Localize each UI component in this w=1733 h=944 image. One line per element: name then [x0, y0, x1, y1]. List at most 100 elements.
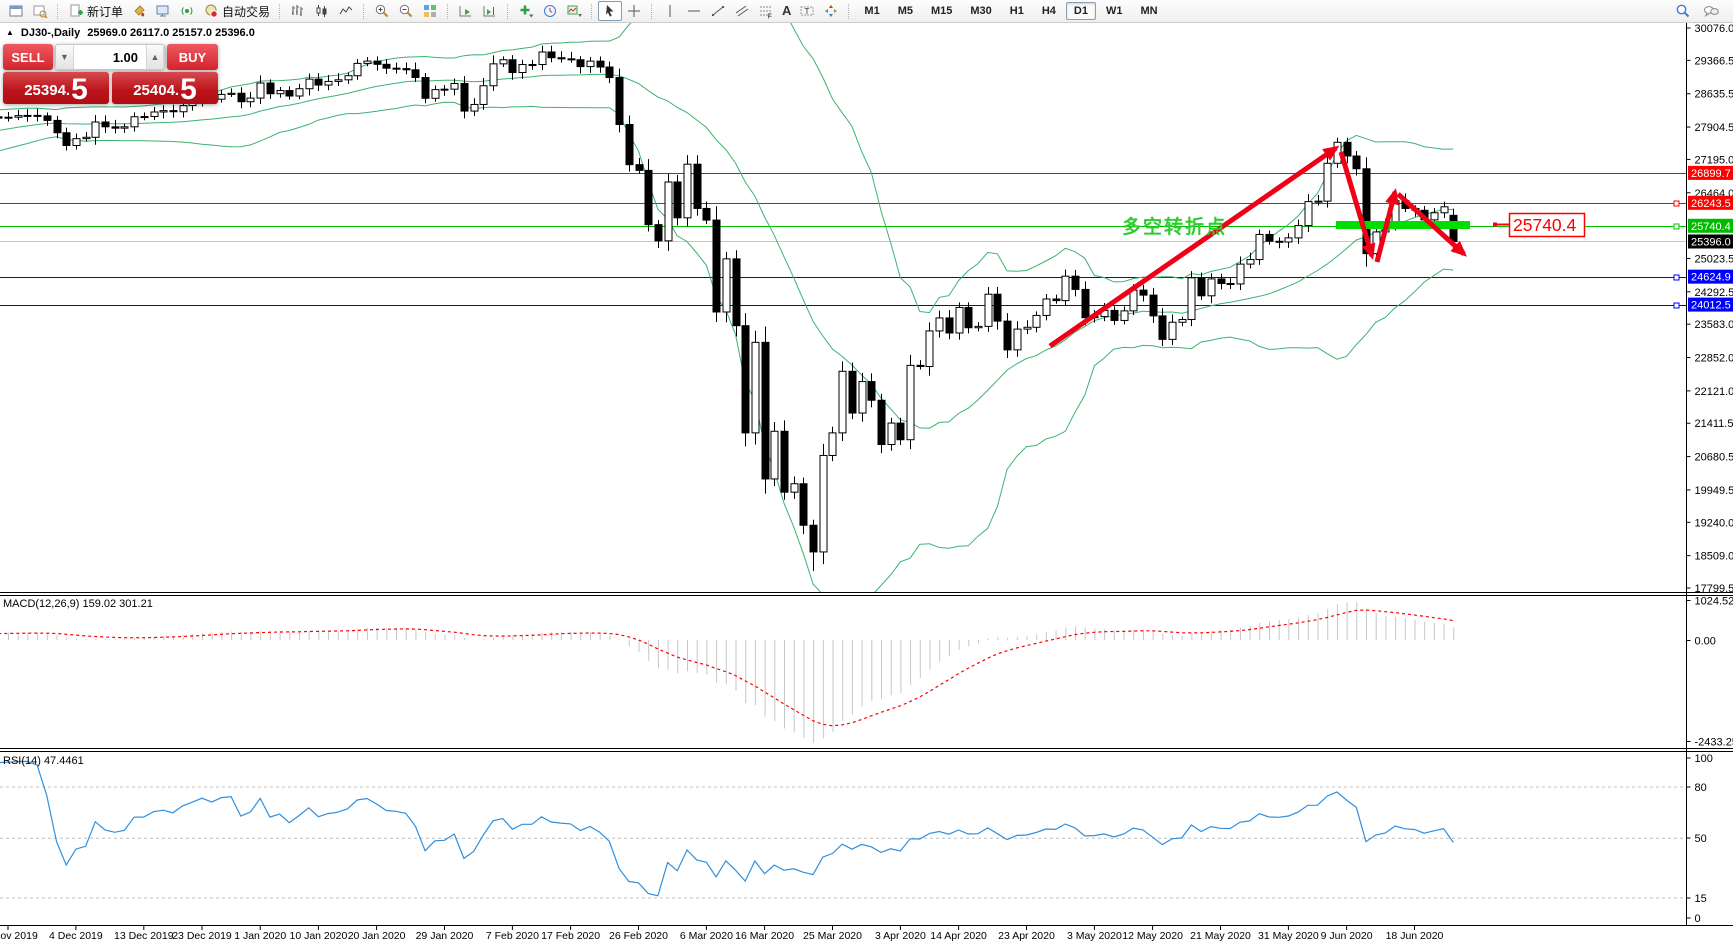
- date-label: 3 Apr 2020: [875, 930, 926, 942]
- svg-text:F: F: [768, 14, 772, 20]
- date-label: 13 Dec 2019: [114, 930, 174, 942]
- timeframe-h1-button[interactable]: H1: [1002, 2, 1032, 20]
- trend-arrow-1[interactable]: [1048, 145, 1340, 349]
- trendline-button[interactable]: [706, 1, 730, 21]
- vline-icon: [669, 5, 671, 17]
- line-chart-button[interactable]: [334, 1, 358, 21]
- axes-layer: 30076.029366.528635.527904.527195.026464…: [0, 23, 1733, 942]
- price-tick-22121.0: 22121.0: [1695, 386, 1733, 398]
- autotrading-button[interactable]: 自动交易: [199, 1, 274, 21]
- timeframe-mn-button[interactable]: MN: [1132, 2, 1165, 20]
- price-tick-19240.0: 19240.0: [1695, 517, 1733, 529]
- timeframe-m5-button[interactable]: M5: [890, 2, 921, 20]
- turning-point-note[interactable]: 多空转折点: [1122, 215, 1227, 238]
- timeframe-h4-button[interactable]: H4: [1034, 2, 1064, 20]
- new-chart-button[interactable]: [4, 1, 28, 21]
- toolbar-separator: [363, 3, 365, 19]
- toolbar-separator: [57, 3, 59, 19]
- symbol-marker-icon: ▲: [6, 28, 14, 37]
- bollinger-lower-band: [0, 101, 1454, 592]
- timeframe-w1-button[interactable]: W1: [1098, 2, 1131, 20]
- trend-arrow-4[interactable]: [1396, 192, 1467, 257]
- date-label: 6 Mar 2020: [680, 930, 733, 942]
- toolbar-separator: [848, 3, 850, 19]
- vertical-line-button[interactable]: [658, 1, 682, 21]
- tile-windows-button[interactable]: [418, 1, 442, 21]
- sell-price-display[interactable]: 25394. 5: [3, 72, 109, 105]
- signals-button[interactable]: [175, 1, 199, 21]
- rsi-layer: [0, 760, 1686, 899]
- level-marker-24012.5[interactable]: [1673, 302, 1680, 309]
- bollinger-bands-layer: [0, 23, 1454, 592]
- timeframe-d1-button[interactable]: D1: [1065, 2, 1096, 20]
- auto-scroll-button[interactable]: [454, 1, 478, 21]
- indicator-icon: [520, 5, 534, 18]
- new-order-button[interactable]: 新订单: [64, 1, 127, 21]
- price-callout-box[interactable]: [1508, 212, 1586, 238]
- bar-chart-button[interactable]: [286, 1, 310, 21]
- fibonacci-button[interactable]: F: [754, 1, 778, 21]
- zoom-out-button[interactable]: [394, 1, 418, 21]
- price-tick-23583.0: 23583.0: [1695, 319, 1733, 331]
- buy-button[interactable]: BUY: [167, 44, 218, 70]
- template-dropdown-button[interactable]: [562, 1, 586, 21]
- timeframe-dropdown-button[interactable]: [538, 1, 562, 21]
- volume-input[interactable]: [74, 45, 146, 69]
- text-button[interactable]: A: [778, 1, 795, 21]
- price-tag-26243.5: [1688, 195, 1733, 210]
- chart-shift-button[interactable]: [478, 1, 502, 21]
- price-axis[interactable]: 30076.029366.528635.527904.527195.026464…: [1686, 23, 1733, 925]
- crosshair-button[interactable]: [622, 1, 646, 21]
- rsi-tick-50: 50: [1695, 833, 1707, 845]
- styler-icon: [134, 5, 145, 17]
- zoom-in-button[interactable]: [370, 1, 394, 21]
- label-button[interactable]: T: [795, 1, 819, 21]
- horizontal-line-button[interactable]: [682, 1, 706, 21]
- trend-arrow-3[interactable]: [1374, 188, 1399, 263]
- window-icon: [9, 5, 23, 17]
- level-marker-26243.5[interactable]: [1673, 200, 1680, 207]
- timeframe-m30-button[interactable]: M30: [962, 2, 999, 20]
- chart-profiles-button[interactable]: [28, 1, 52, 21]
- price-callout-text: 25740.4: [1513, 215, 1577, 235]
- chart-title-ohlc: 25969.0 26117.0 25157.0 25396.0: [87, 27, 255, 39]
- search-button[interactable]: [1671, 1, 1695, 21]
- buy-price-main: 25404.: [133, 82, 180, 99]
- level-marker-24624.9[interactable]: [1673, 274, 1680, 281]
- volume-decrease-button[interactable]: ▼: [56, 45, 74, 69]
- shapes-button[interactable]: [819, 1, 843, 21]
- turning-zone-bar[interactable]: [1336, 221, 1470, 229]
- community-button[interactable]: [1699, 1, 1723, 21]
- annotations-layer: 多空转折点 25740.4: [1048, 145, 1586, 349]
- add-indicator-button[interactable]: [514, 1, 538, 21]
- macd-layer: [0, 602, 1455, 743]
- market-watch-button[interactable]: [151, 1, 175, 21]
- timeframe-m1-button[interactable]: M1: [856, 2, 887, 20]
- candlestick-chart-button[interactable]: [310, 1, 334, 21]
- trend-arrow-2[interactable]: [1338, 151, 1376, 260]
- cursor-button[interactable]: [598, 1, 623, 21]
- date-label: 14 Apr 2020: [930, 930, 987, 942]
- label-icon: T: [800, 6, 814, 16]
- chart-styler-button[interactable]: [127, 1, 151, 21]
- bollinger-upper-band: [0, 23, 1454, 314]
- timeframe-m15-button[interactable]: M15: [923, 2, 960, 20]
- level-marker-25740.4[interactable]: [1673, 223, 1680, 230]
- channel-button[interactable]: [730, 1, 754, 21]
- buy-price-display[interactable]: 25404. 5: [112, 72, 218, 105]
- rsi-tick-15: 15: [1695, 893, 1707, 905]
- volume-increase-button[interactable]: ▲: [146, 45, 164, 69]
- date-label: 17 Feb 2020: [541, 930, 600, 942]
- sell-button[interactable]: SELL: [3, 44, 53, 70]
- bars-icon: [292, 5, 304, 16]
- chart-title-symbol: DJ30-,Daily: [20, 27, 81, 39]
- date-label: 31 May 2020: [1258, 930, 1319, 942]
- price-tag-24624.9: [1688, 269, 1733, 284]
- autotrade-icon: [205, 4, 218, 18]
- date-label: 21 May 2020: [1190, 930, 1251, 942]
- price-tick-30076.0: 30076.0: [1695, 23, 1733, 35]
- price-tag-25740.4: [1688, 218, 1733, 233]
